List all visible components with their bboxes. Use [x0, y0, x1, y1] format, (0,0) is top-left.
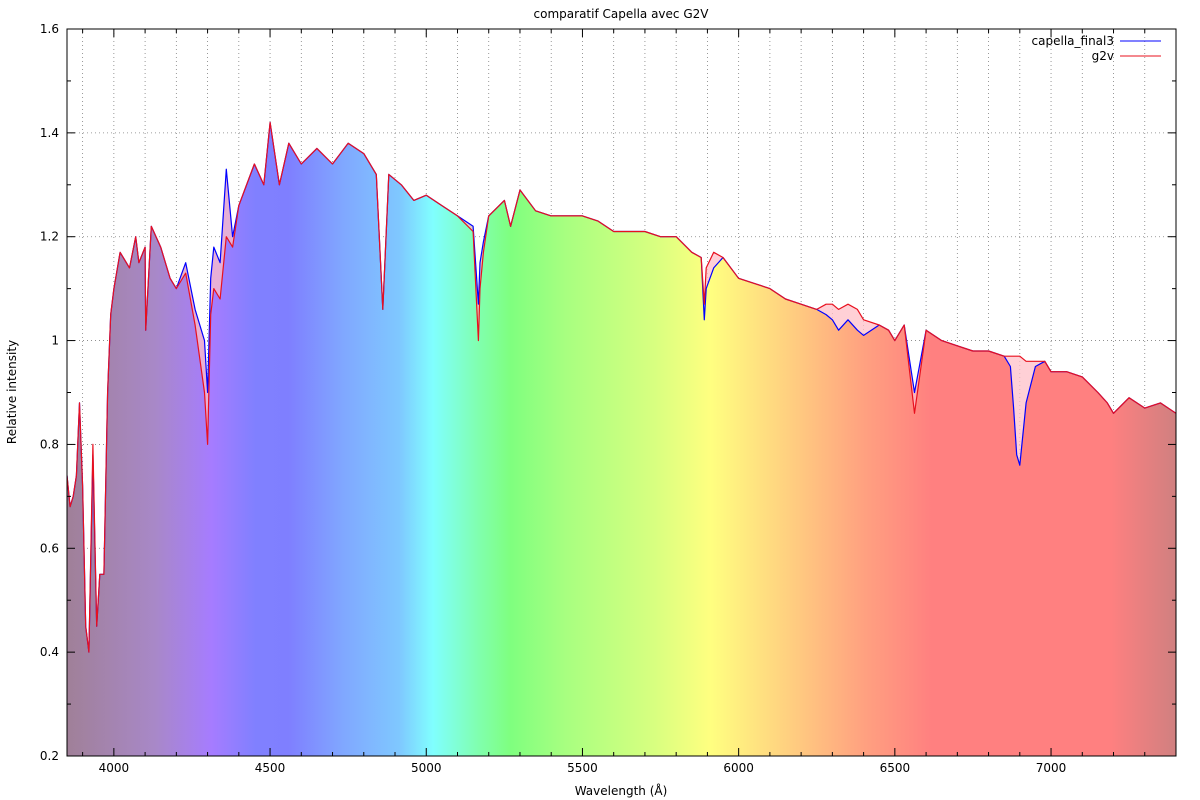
y-tick-label: 0.2 [40, 749, 59, 763]
x-tick-label: 4500 [255, 761, 286, 775]
x-tick-label: 6500 [880, 761, 911, 775]
y-tick-label: 1.2 [40, 230, 59, 244]
area-fills [67, 122, 1176, 756]
y-tick-label: 0.4 [40, 645, 59, 659]
series-lines [67, 121, 1176, 653]
series-line-g2v [67, 121, 1176, 653]
legend-label-capella: capella_final3 [1032, 34, 1114, 48]
x-axis-title: Wavelength (Å) [575, 783, 668, 798]
y-tick-label: 0.8 [40, 437, 59, 451]
x-tick-label: 7000 [1036, 761, 1067, 775]
x-tick-label: 4000 [99, 761, 130, 775]
chart-title: comparatif Capella avec G2V [534, 7, 710, 21]
y-axis-title: Relative intensity [5, 340, 19, 444]
y-tick-label: 1 [51, 334, 59, 348]
axis-ticks: 0.2 0.4 0.6 0.8 1 1.2 1.4 1.6 4000 4500 5000 5500 60… [40, 22, 1176, 775]
x-tick-label: 5000 [411, 761, 442, 775]
x-tick-label: 6000 [723, 761, 754, 775]
spectrum-area-fill [67, 122, 1176, 756]
x-tick-label: 5500 [567, 761, 598, 775]
y-tick-label: 0.6 [40, 541, 59, 555]
legend: capella_final3 g2v [1032, 34, 1161, 63]
y-tick-label: 1.6 [40, 22, 59, 36]
y-tick-label: 1.4 [40, 126, 59, 140]
legend-label-g2v: g2v [1092, 49, 1114, 63]
